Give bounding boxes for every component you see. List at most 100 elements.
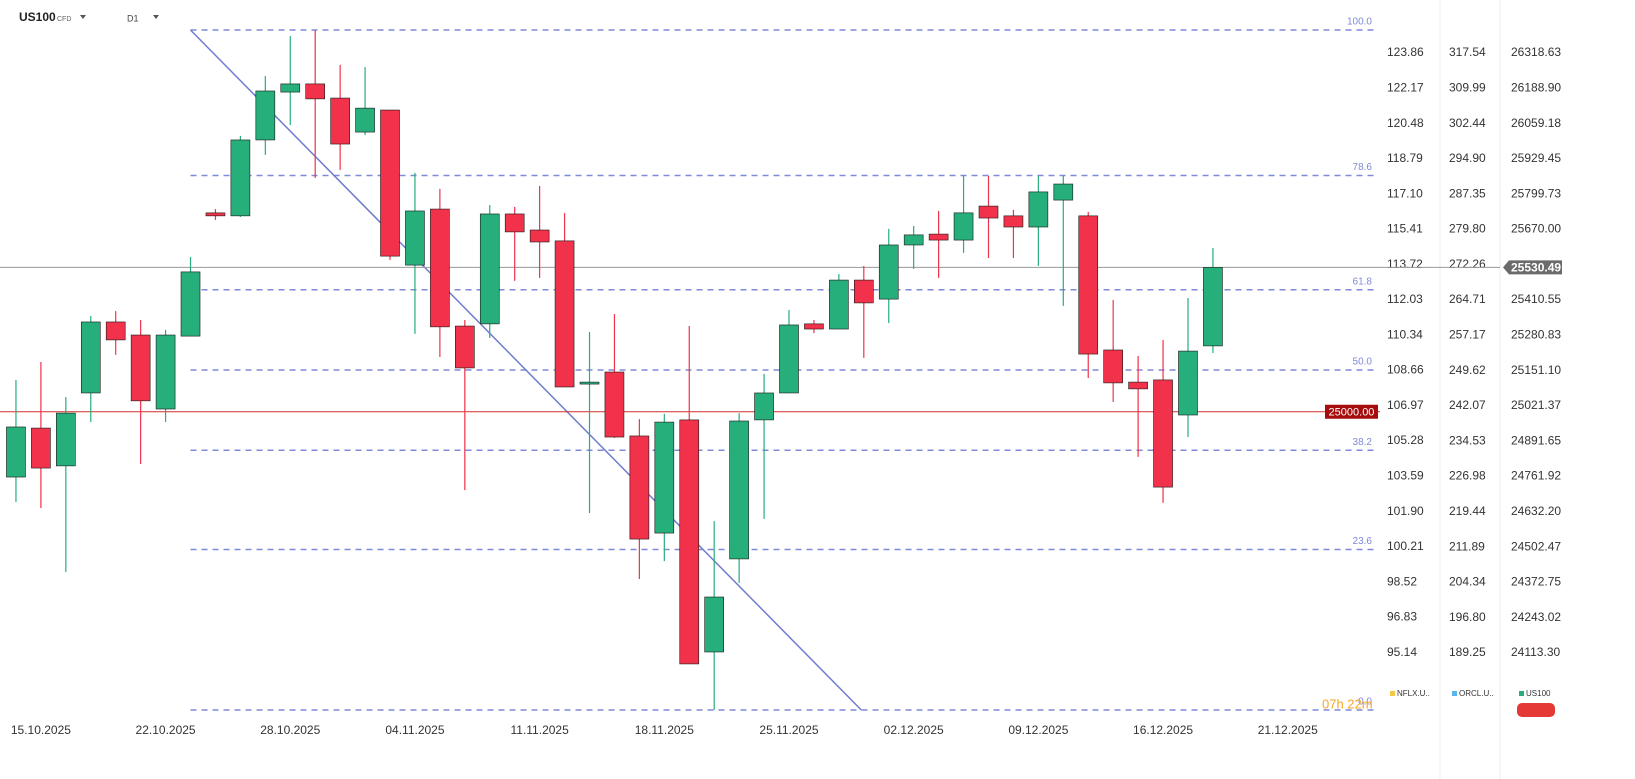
x-tick-label: 02.12.2025 xyxy=(884,723,944,737)
candle-body xyxy=(56,412,76,467)
candle-body xyxy=(380,109,400,257)
y-tick-label: 117.10 xyxy=(1387,186,1423,200)
countdown: 07h 22m xyxy=(1322,696,1373,711)
x-tick-label: 09.12.2025 xyxy=(1008,723,1068,737)
y-tick-label: 101.90 xyxy=(1387,504,1424,518)
candle-body xyxy=(80,321,101,394)
timeframe[interactable]: D1 xyxy=(127,13,139,23)
candle-body xyxy=(255,90,276,141)
x-tick-label: 18.11.2025 xyxy=(635,723,694,737)
candle-body xyxy=(430,208,450,328)
y-tick-label: 211.89 xyxy=(1449,539,1485,553)
fib-label: 38.2 xyxy=(1353,437,1373,448)
y-tick-label: 226.98 xyxy=(1449,469,1486,483)
candle-body xyxy=(654,421,675,534)
candle-body xyxy=(754,392,774,421)
fib-label: 61.8 xyxy=(1353,276,1373,287)
y-tick-label: 112.03 xyxy=(1387,292,1423,306)
candle-body xyxy=(679,419,700,665)
x-tick-label: 22.10.2025 xyxy=(136,723,196,737)
y-tick-label: 302.44 xyxy=(1449,116,1486,130)
fib-label: 0.0 xyxy=(1358,697,1372,708)
y-tick-label: 294.90 xyxy=(1449,151,1486,165)
y-tick-label: 100.21 xyxy=(1387,539,1424,553)
candle-body xyxy=(1103,349,1123,384)
candle-body xyxy=(779,324,799,394)
candle-body xyxy=(405,210,425,266)
y-tick-label: 24632.20 xyxy=(1511,504,1561,518)
candle-body xyxy=(355,107,375,133)
candle-body xyxy=(903,234,924,246)
candle-body xyxy=(928,233,949,241)
y-tick-label: 108.66 xyxy=(1387,363,1424,377)
legend-label: US100 xyxy=(1526,689,1551,698)
candle-body xyxy=(1178,350,1198,416)
candle-body xyxy=(804,323,824,330)
x-tick-label: 11.11.2025 xyxy=(510,723,569,737)
candle-body xyxy=(1003,215,1024,228)
y-tick-label: 105.28 xyxy=(1387,433,1424,447)
y-tick-label: 272.26 xyxy=(1449,257,1486,271)
candle-body xyxy=(829,279,849,330)
y-tick-label: 189.25 xyxy=(1449,645,1486,659)
candle-body xyxy=(1128,381,1148,390)
candle-body xyxy=(554,240,575,388)
legend-button[interactable] xyxy=(1517,703,1555,717)
legend-swatch xyxy=(1519,691,1524,696)
candle-body xyxy=(1053,183,1074,201)
y-tick-label: 25799.73 xyxy=(1511,186,1561,200)
legend-label: NFLX.U.. xyxy=(1397,689,1430,698)
fib-label: 23.6 xyxy=(1353,536,1373,547)
x-tick-label: 04.11.2025 xyxy=(385,723,444,737)
y-tick-label: 317.54 xyxy=(1449,45,1486,59)
candle-body xyxy=(155,334,176,410)
candle-body xyxy=(604,371,625,438)
candle-body xyxy=(1028,191,1049,228)
x-tick-label: 25.11.2025 xyxy=(759,723,818,737)
dropdown-caret[interactable] xyxy=(153,15,159,19)
candle-body xyxy=(479,213,500,325)
candle-body xyxy=(1078,215,1099,355)
dropdown-caret[interactable] xyxy=(80,15,86,19)
x-tick-label: 15.10.2025 xyxy=(11,723,71,737)
y-tick-label: 26188.90 xyxy=(1511,80,1561,94)
y-tick-label: 279.80 xyxy=(1449,222,1486,236)
candle-body xyxy=(205,212,226,217)
trendline xyxy=(189,29,862,711)
x-tick-label: 16.12.2025 xyxy=(1133,723,1193,737)
candle-body xyxy=(31,427,51,469)
candle-body xyxy=(105,321,126,341)
candle-body xyxy=(729,420,749,560)
y-tick-label: 287.35 xyxy=(1449,186,1486,200)
candle-body xyxy=(330,97,350,145)
y-tick-label: 257.17 xyxy=(1449,328,1486,342)
symbol-type: CFD xyxy=(57,16,71,23)
y-tick-label: 113.72 xyxy=(1387,257,1423,271)
legend-label: ORCL.U.. xyxy=(1459,689,1494,698)
candle-body xyxy=(1153,379,1173,488)
y-tick-label: 26059.18 xyxy=(1511,116,1561,130)
y-tick-label: 24113.30 xyxy=(1511,645,1560,659)
y-tick-label: 123.86 xyxy=(1387,45,1424,59)
y-tick-label: 118.79 xyxy=(1387,151,1423,165)
y-tick-label: 103.59 xyxy=(1387,468,1424,482)
candle-body xyxy=(953,212,974,241)
candle-body xyxy=(504,213,525,233)
y-tick-label: 24372.75 xyxy=(1511,575,1561,589)
y-tick-label: 120.48 xyxy=(1387,116,1424,130)
x-tick-label: 28.10.2025 xyxy=(260,723,320,737)
y-tick-label: 25021.37 xyxy=(1511,398,1561,412)
y-tick-label: 309.99 xyxy=(1449,80,1486,94)
candle-body xyxy=(529,229,550,243)
symbol[interactable]: US100 xyxy=(19,10,56,24)
candle-body xyxy=(579,381,600,385)
y-tick-label: 106.97 xyxy=(1387,398,1424,412)
y-tick-label: 219.44 xyxy=(1449,504,1486,518)
candle-body xyxy=(230,139,251,217)
y-tick-label: 26318.63 xyxy=(1511,45,1561,59)
last-price-badge xyxy=(1503,260,1562,275)
candle-body xyxy=(305,83,326,100)
legend-swatch xyxy=(1452,691,1457,696)
